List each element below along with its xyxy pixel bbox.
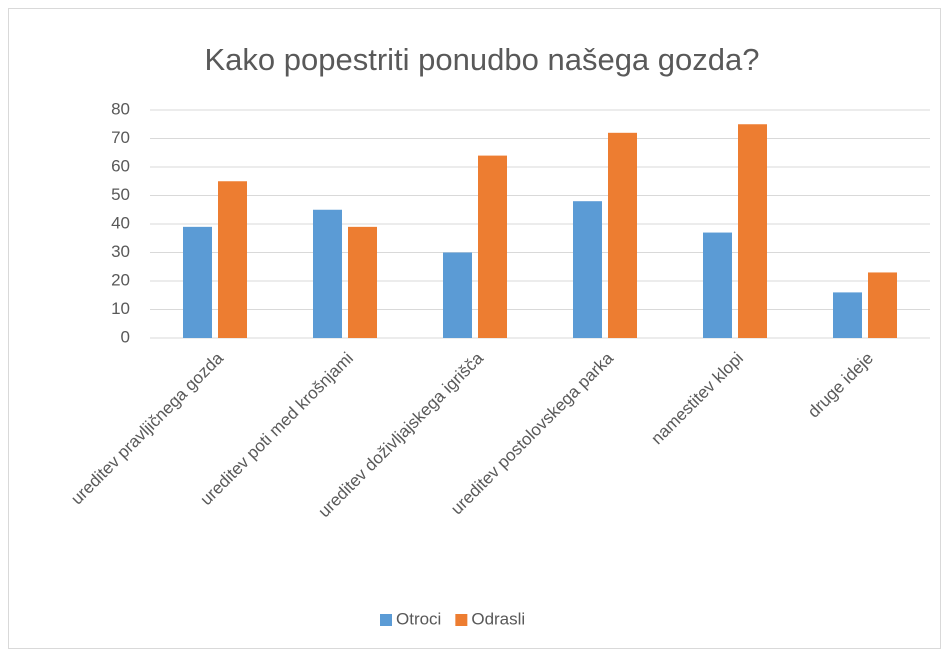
legend-swatch [455, 614, 468, 626]
y-tick-label: 20 [111, 270, 130, 289]
bar [608, 132, 637, 338]
chart-title: Kako popestriti ponudbo našega gozda? [205, 42, 760, 77]
bar [348, 226, 377, 338]
y-tick-label: 10 [111, 299, 130, 318]
legend-swatch [380, 614, 392, 626]
y-tick-label: 50 [111, 185, 130, 204]
bar [313, 209, 342, 338]
bar [833, 292, 862, 338]
y-tick-label: 0 [121, 327, 130, 346]
bar [738, 124, 767, 338]
bar [703, 232, 732, 338]
bar [868, 272, 897, 338]
chart-border [8, 8, 941, 649]
bar [443, 252, 472, 338]
y-tick-label: 70 [111, 128, 130, 147]
bar [218, 181, 247, 338]
legend-label: Odrasli [471, 609, 525, 628]
legend-label: Otroci [396, 609, 441, 628]
y-tick-label: 30 [111, 242, 130, 261]
y-tick-label: 40 [111, 213, 130, 232]
bar [478, 155, 507, 338]
bar [573, 201, 602, 338]
bar [183, 226, 212, 338]
y-tick-label: 80 [111, 99, 130, 118]
y-tick-label: 60 [111, 156, 130, 175]
